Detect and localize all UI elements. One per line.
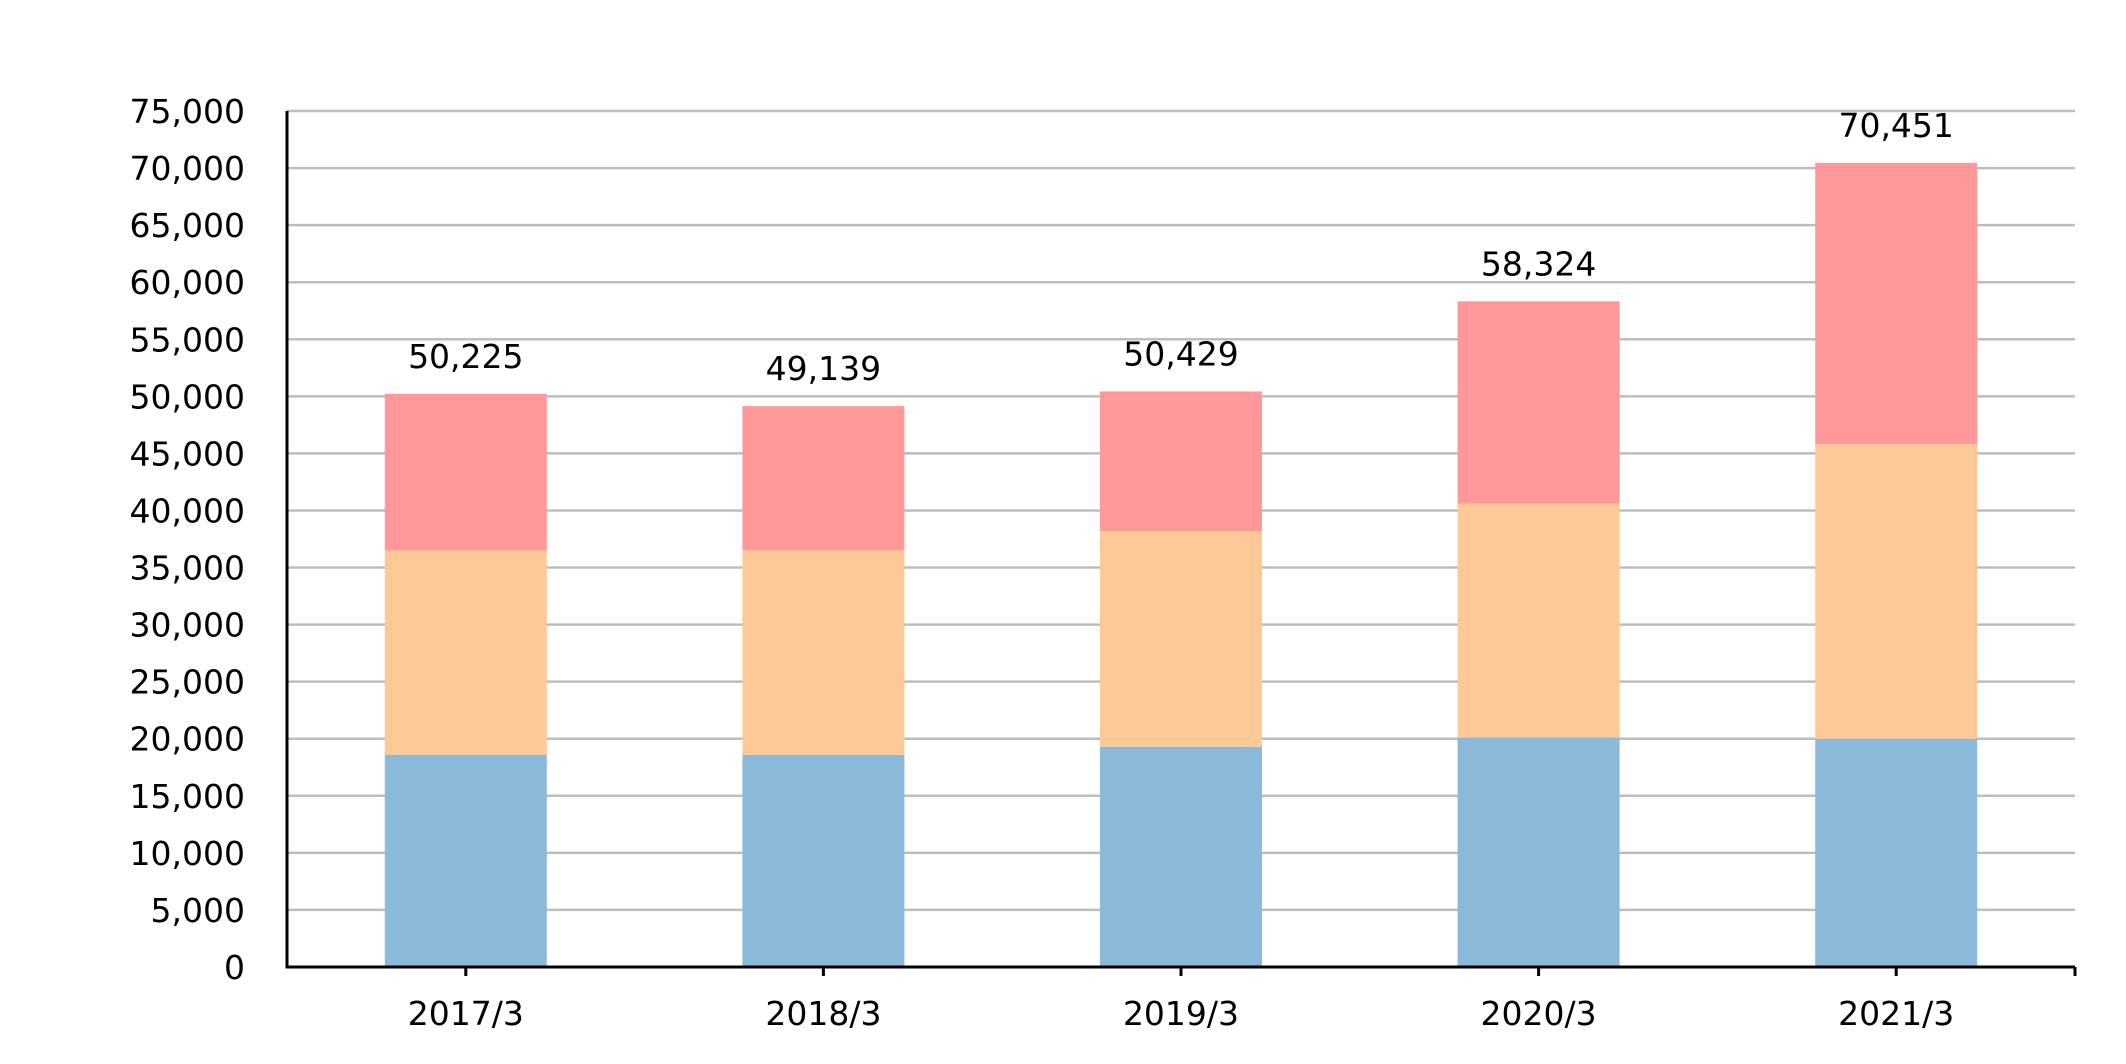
- y-tick-label: 40,000: [130, 491, 245, 530]
- x-tick-label: 2021/3: [1838, 994, 1954, 1033]
- y-tick-label: 55,000: [130, 320, 245, 359]
- total-data-label: 50,225: [408, 337, 523, 376]
- bar-segment: [1815, 162, 1978, 445]
- x-tick-label: 2019/3: [1123, 994, 1239, 1033]
- labels: 0 5,000 10,000 15,000 20,000 25,000 30,000 35,0…: [130, 92, 1955, 1033]
- x-tick-label: 2018/3: [765, 994, 881, 1033]
- bar-segment: [384, 393, 547, 551]
- bar-segment: [1457, 503, 1620, 738]
- bar-segment: [742, 754, 905, 967]
- bar-segment: [1100, 531, 1262, 747]
- y-tick-label: 60,000: [130, 263, 245, 302]
- bar-segment: [1100, 746, 1262, 967]
- bar-segment: [384, 550, 547, 755]
- y-tick-label: 20,000: [130, 720, 245, 759]
- bar-segment: [742, 406, 905, 551]
- y-tick-label: 75,000: [130, 92, 245, 131]
- y-tick-label: 10,000: [130, 834, 245, 873]
- y-tick-label: 50,000: [130, 377, 245, 416]
- total-data-label: 58,324: [1481, 244, 1596, 283]
- y-tick-label: 70,000: [130, 149, 245, 188]
- total-data-label: 50,429: [1123, 334, 1238, 373]
- y-tick-label: 15,000: [130, 777, 245, 816]
- bar-segment: [742, 550, 905, 755]
- y-tick-label: 0: [224, 948, 245, 987]
- y-tick-label: 65,000: [130, 206, 245, 245]
- y-tick-label: 5,000: [151, 891, 245, 930]
- bar-segment: [1457, 737, 1620, 967]
- bar-segment: [1815, 444, 1978, 739]
- bar-segment: [1457, 301, 1620, 504]
- total-data-label: 70,451: [1838, 106, 1953, 145]
- bars: [384, 162, 1978, 967]
- y-tick-label: 25,000: [130, 663, 245, 702]
- y-tick-label: 30,000: [130, 606, 245, 645]
- y-tick-label: 45,000: [130, 434, 245, 473]
- x-tick-label: 2017/3: [408, 994, 524, 1033]
- bar-segment: [384, 754, 547, 967]
- bar-segment: [1100, 391, 1262, 532]
- axes: [285, 111, 2077, 976]
- y-tick-label: 35,000: [130, 549, 245, 588]
- x-tick-label: 2020/3: [1481, 994, 1597, 1033]
- total-data-label: 49,139: [766, 349, 881, 388]
- bar-segment: [1815, 738, 1978, 967]
